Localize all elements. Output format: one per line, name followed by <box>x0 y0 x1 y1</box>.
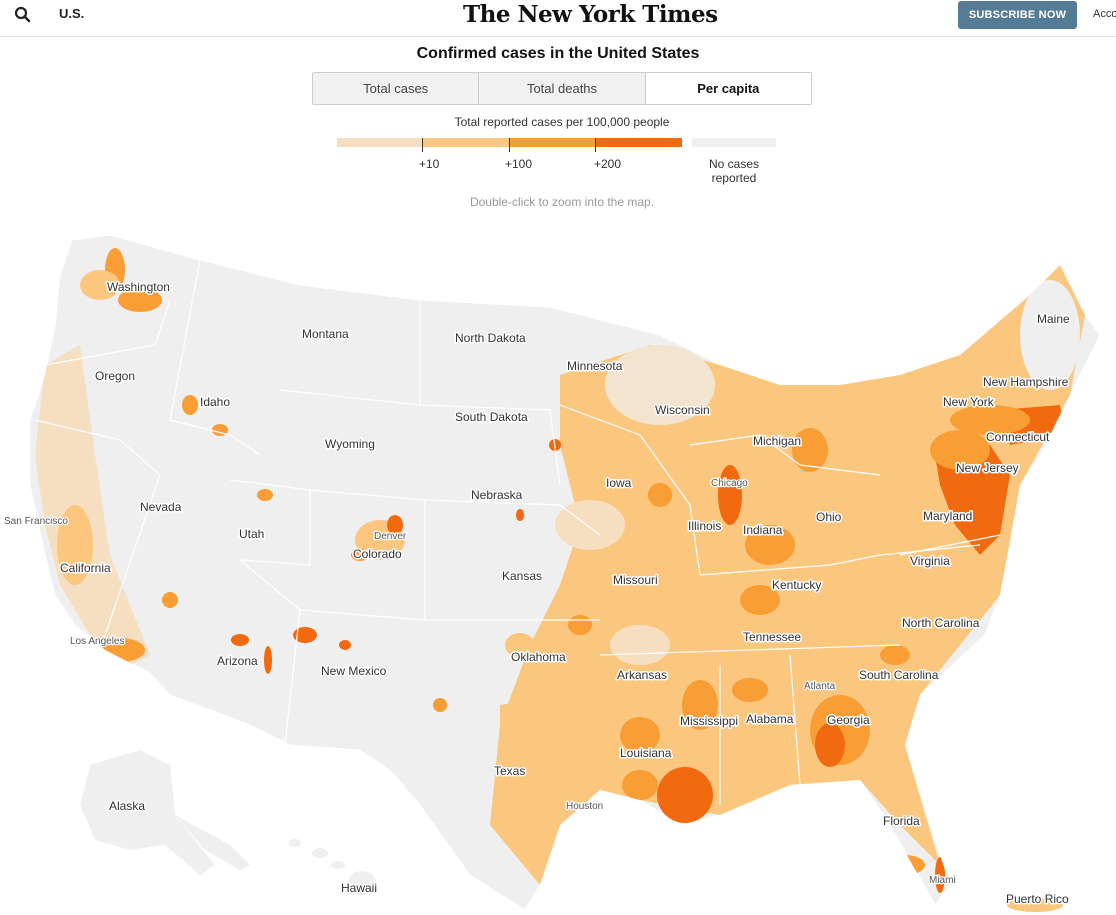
state-label: Minnesota <box>567 359 623 373</box>
state-label: Arizona <box>217 654 258 668</box>
state-label: Alaska <box>109 799 145 813</box>
state-label: Utah <box>239 527 264 541</box>
alaska-shape[interactable] <box>80 750 215 875</box>
state-label: Indiana <box>743 523 783 537</box>
legend-tick <box>422 138 423 152</box>
us-county-map[interactable]: Washington Oregon California Nevada Idah… <box>0 225 1116 915</box>
state-label: Wyoming <box>325 437 375 451</box>
legend-tick <box>509 138 510 152</box>
alaska-panhandle-shape <box>175 815 250 870</box>
state-label: Iowa <box>606 476 632 490</box>
section-link-us[interactable]: U.S. <box>59 6 85 21</box>
state-label: Florida <box>883 814 920 828</box>
state-label: Oklahoma <box>511 650 566 664</box>
state-label: Tennessee <box>743 630 801 644</box>
city-labels: San Francisco Los Angeles Denver Chicago… <box>3 477 957 888</box>
city-label: Denver <box>374 531 407 542</box>
state-label: Kentucky <box>772 578 821 592</box>
state-label: Maryland <box>923 509 972 523</box>
hawaii-shape[interactable] <box>289 839 376 895</box>
state-label: Oregon <box>95 369 135 383</box>
state-label: Ohio <box>816 510 842 524</box>
state-label: New Mexico <box>321 664 387 678</box>
state-label: Maine <box>1037 312 1070 326</box>
legend-tick-label: +100 <box>505 157 533 171</box>
state-label: Georgia <box>827 713 870 727</box>
state-borders <box>34 259 1001 805</box>
state-label: Puerto Rico <box>1006 892 1069 906</box>
view-tabs: Total cases Total deaths Per capita <box>312 72 812 105</box>
legend-bin-10-100 <box>422 138 509 147</box>
legend-no-cases-swatch <box>692 138 776 147</box>
nyt-logo[interactable]: The New York Times <box>463 1 718 28</box>
state-label: South Dakota <box>455 410 528 424</box>
state-label: New York <box>943 395 995 409</box>
state-label: Missouri <box>613 573 658 587</box>
legend-no-cases-label: No cases reported <box>708 157 760 185</box>
state-label: Illinois <box>688 519 721 533</box>
legend-tick-label: +200 <box>594 157 622 171</box>
state-label: Nebraska <box>471 488 523 502</box>
city-label: Chicago <box>711 478 748 489</box>
state-label: Wisconsin <box>655 403 710 417</box>
subscribe-button[interactable]: SUBSCRIBE NOW <box>958 1 1077 29</box>
tab-per-capita[interactable]: Per capita <box>645 73 811 104</box>
state-label: Washington <box>107 280 170 294</box>
state-label: Mississippi <box>680 714 738 728</box>
tab-total-cases[interactable]: Total cases <box>313 73 480 104</box>
city-label: Houston <box>566 801 603 812</box>
state-label: Michigan <box>753 434 801 448</box>
state-label: Louisiana <box>620 746 672 760</box>
state-label: Montana <box>302 327 349 341</box>
puerto-rico-shape[interactable] <box>1007 898 1063 912</box>
account-link[interactable]: Acco <box>1093 8 1116 20</box>
state-labels: Washington Oregon California Nevada Idah… <box>59 279 1072 908</box>
legend-title: Total reported cases per 100,000 people <box>454 115 670 129</box>
state-label: California <box>60 561 111 575</box>
top-bar: U.S. The New York Times SUBSCRIBE NOW Ac… <box>0 0 1116 37</box>
state-label: Connecticut <box>986 430 1050 444</box>
legend-bin-200-plus <box>595 138 682 147</box>
state-label: Texas <box>494 764 525 778</box>
city-label: Atlanta <box>804 681 836 692</box>
state-label: Kansas <box>502 569 542 583</box>
search-icon[interactable] <box>12 4 34 26</box>
state-label: New Jersey <box>956 461 1019 475</box>
city-label: Miami <box>929 875 956 886</box>
state-label: Hawaii <box>341 881 377 895</box>
state-label: Nevada <box>140 500 182 514</box>
state-label: Colorado <box>353 547 402 561</box>
state-label: Alabama <box>746 712 794 726</box>
county-fill-layer <box>35 248 1085 893</box>
city-label: San Francisco <box>4 516 68 527</box>
state-label: Idaho <box>200 395 230 409</box>
state-label: Arkansas <box>617 668 667 682</box>
state-label: Virginia <box>910 554 950 568</box>
state-label: South Carolina <box>859 668 939 682</box>
city-label: Los Angeles <box>70 636 125 647</box>
legend-bin-0-10 <box>337 138 422 147</box>
legend-tick-label: +10 <box>419 157 440 171</box>
state-label: North Carolina <box>902 616 980 630</box>
page-title: Confirmed cases in the United States <box>416 45 700 62</box>
tab-total-deaths[interactable]: Total deaths <box>479 73 646 104</box>
zoom-hint: Double-click to zoom into the map. <box>469 195 655 209</box>
legend-bin-100-200 <box>509 138 595 147</box>
state-label: New Hampshire <box>983 375 1069 389</box>
legend-tick <box>595 138 596 152</box>
state-label: North Dakota <box>455 331 526 345</box>
